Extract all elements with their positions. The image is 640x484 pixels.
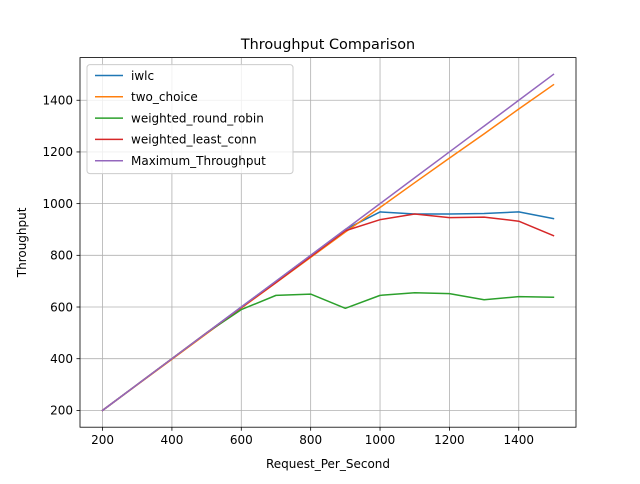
x-tick-label: 1400 xyxy=(503,433,534,447)
legend-label-iwlc: iwlc xyxy=(131,69,154,83)
x-axis-label: Request_Per_Second xyxy=(266,457,390,471)
y-tick-label: 200 xyxy=(50,404,73,418)
y-tick-label: 1400 xyxy=(42,94,73,108)
y-tick-label: 600 xyxy=(50,300,73,314)
y-tick-label: 800 xyxy=(50,249,73,263)
plot-frame xyxy=(79,57,577,428)
x-tick-label: 1200 xyxy=(434,433,465,447)
legend-label-weighted-least-conn: weighted_least_conn xyxy=(131,133,257,147)
x-ticks: 200 400 600 800 1000 1200 1400 xyxy=(91,427,534,447)
x-tick-label: 600 xyxy=(230,433,253,447)
x-tick-label: 200 xyxy=(91,433,114,447)
x-tick-label: 800 xyxy=(299,433,322,447)
legend-label-two-choice: two_choice xyxy=(131,90,198,104)
series-lines xyxy=(101,73,555,412)
y-tick-label: 1200 xyxy=(42,145,73,159)
legend-items: iwlc two_choice weighted_round_robinweight… xyxy=(95,69,266,168)
y-tick-label: 400 xyxy=(50,352,73,366)
chart-title: Throughput Comparison xyxy=(240,37,415,53)
y-tick-label: 1000 xyxy=(42,197,73,211)
series-line-maximum-throughput xyxy=(101,73,555,412)
y-axis-label: Throughput xyxy=(15,207,29,278)
x-tick-label: 400 xyxy=(160,433,183,447)
y-ticks: 200 400 600 800 1000 1200 1400 xyxy=(42,94,80,418)
legend-label-maximum-throughput: Maximum_Throughput xyxy=(131,154,266,168)
legend-box xyxy=(86,64,294,175)
legend: iwlc two_choice weighted_round_robinweight… xyxy=(86,64,294,175)
legend-label-weighted-round-robin: weighted_round_robin xyxy=(131,111,264,125)
x-tick-label: 1000 xyxy=(365,433,396,447)
